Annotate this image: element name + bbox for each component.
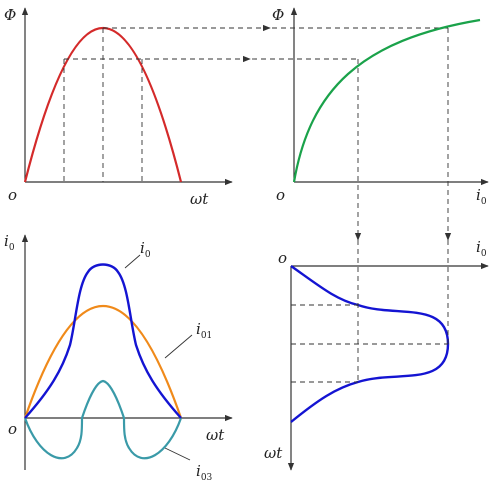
i0-leader-line [124, 254, 141, 269]
magnetizing-current-i0 [24, 263, 182, 419]
current-y-label: i0 [4, 232, 15, 253]
rotated-current-panel: o i0 ωt [264, 238, 489, 471]
flux-omega-t-label: ωt [190, 190, 209, 208]
flux-axis-label-phi: Φ [4, 6, 16, 24]
i03-leader-line [164, 447, 191, 461]
magnetization-panel: Φ o i0 [272, 6, 489, 241]
current-origin-label: o [8, 420, 17, 438]
fundamental-current-i01 [23, 304, 183, 419]
rotated-origin-label: o [278, 249, 287, 267]
rotated-magnetizing-current [290, 265, 450, 423]
i01-curve-label: i01 [196, 320, 212, 341]
i0-curve-label: i0 [140, 239, 151, 260]
flux-wave-panel: Φ o ωt [4, 6, 233, 208]
rotated-omega-t-label: ωt [264, 444, 283, 462]
i03-curve-label: i03 [196, 462, 213, 483]
rotated-x-label: i0 [476, 238, 487, 259]
third-harmonic-current-i03 [23, 379, 183, 460]
magnetization-curve [292, 18, 481, 183]
current-omega-t-label: ωt [206, 426, 225, 444]
magnet-axis-label-phi: Φ [272, 6, 284, 24]
current-wave-panel: i0 o ωt i0 i01 i03 [4, 232, 233, 483]
i01-leader-line [164, 334, 193, 359]
magnet-origin-label: o [276, 186, 285, 204]
magnet-x-label: i0 [476, 186, 487, 207]
flux-origin-label: o [8, 186, 17, 204]
